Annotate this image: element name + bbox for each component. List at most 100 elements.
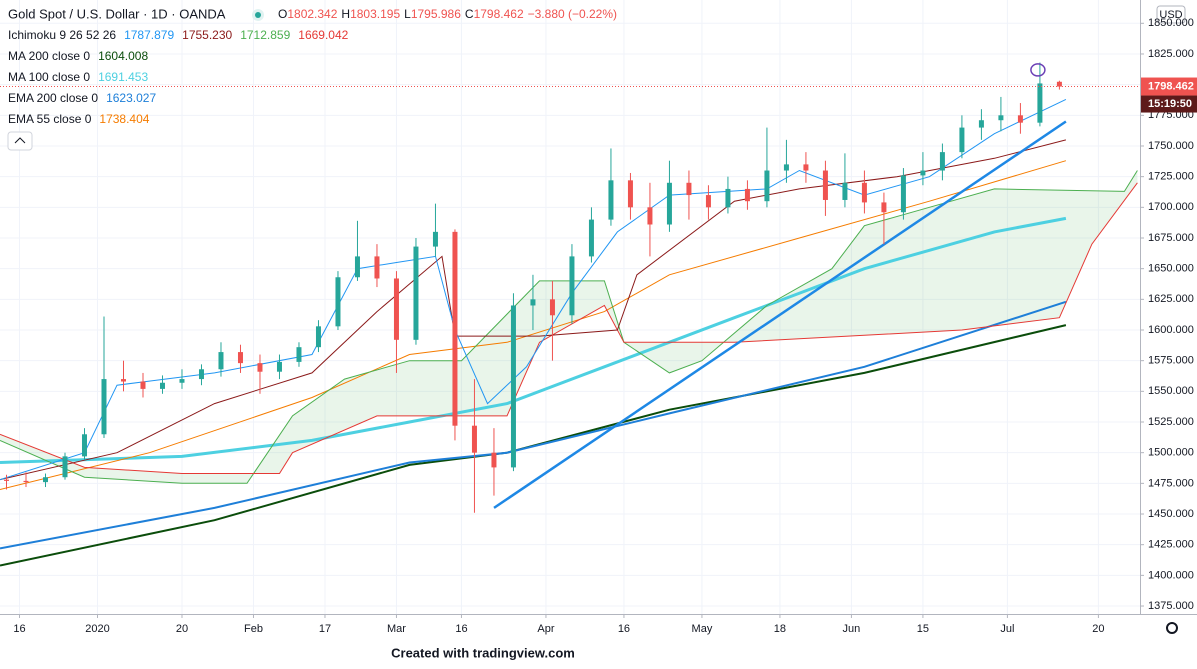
candle-body bbox=[647, 207, 653, 225]
candle-body bbox=[803, 164, 809, 171]
y-tick-label: 1700.000 bbox=[1148, 201, 1194, 213]
ohlc: O1802.342 H1803.195 L1795.986 C1798.462 −3.8… bbox=[278, 7, 617, 21]
candle-body bbox=[588, 219, 594, 257]
candle-body bbox=[3, 479, 9, 481]
candle-body bbox=[120, 379, 126, 382]
legend-value: 1669.042 bbox=[298, 28, 348, 42]
candle-body bbox=[42, 477, 48, 483]
candle-body bbox=[959, 127, 965, 153]
indicator-line bbox=[0, 300, 1067, 550]
last-price-label: 1798.462 bbox=[1148, 80, 1194, 92]
legend-value: 1691.453 bbox=[98, 70, 148, 84]
candle-body bbox=[471, 425, 477, 453]
candle-body bbox=[491, 452, 497, 468]
x-tick-label: May bbox=[692, 623, 713, 635]
trendline bbox=[493, 120, 1067, 509]
candle-body bbox=[413, 246, 419, 340]
candle-body bbox=[257, 363, 263, 372]
chart-title: Gold Spot / U.S. Dollar · 1D · OANDA bbox=[8, 6, 226, 21]
x-tick-label: Mar bbox=[387, 623, 406, 635]
indicator-line bbox=[0, 98, 1067, 481]
candle-body bbox=[510, 305, 516, 468]
y-tick-label: 1500.000 bbox=[1148, 447, 1194, 459]
y-tick-label: 1850.000 bbox=[1148, 17, 1194, 29]
settings-icon[interactable] bbox=[1166, 622, 1178, 634]
x-tick-label: Jun bbox=[843, 623, 861, 635]
legend-name: EMA 200 close 0 bbox=[8, 91, 98, 105]
status-dot bbox=[255, 12, 261, 18]
candle-body bbox=[354, 256, 360, 278]
x-tick-label: 20 bbox=[1092, 623, 1104, 635]
candle-body bbox=[764, 170, 770, 202]
legend-value: 1787.879 bbox=[124, 28, 174, 42]
candle-body bbox=[705, 195, 711, 208]
legend-toggle[interactable] bbox=[7, 131, 33, 151]
annotation-circle bbox=[1030, 63, 1046, 77]
candle-body bbox=[101, 379, 107, 435]
candle-body bbox=[686, 182, 692, 196]
currency-box[interactable] bbox=[1156, 5, 1186, 24]
candle-body bbox=[81, 434, 87, 457]
indicator-line bbox=[0, 170, 1138, 484]
candle-body bbox=[978, 120, 984, 128]
candle-body bbox=[608, 180, 614, 220]
legend-value: 1712.859 bbox=[240, 28, 290, 42]
candle-body bbox=[1037, 83, 1043, 123]
last-price-box bbox=[1141, 77, 1197, 96]
y-tick-label: 1375.000 bbox=[1148, 600, 1194, 612]
y-tick-label: 1575.000 bbox=[1148, 355, 1194, 367]
candle-body bbox=[452, 231, 458, 426]
y-tick-label: 1725.000 bbox=[1148, 171, 1194, 183]
candle-body bbox=[744, 188, 750, 202]
candle-body bbox=[939, 152, 945, 171]
ichimoku-cloud bbox=[0, 170, 1138, 484]
ohlc-value: 1795.986 bbox=[411, 7, 461, 21]
candle-body bbox=[920, 170, 926, 176]
candle-body bbox=[530, 299, 536, 306]
candle-body bbox=[159, 382, 165, 389]
legend-name: EMA 55 close 0 bbox=[8, 112, 92, 126]
ohlc-label: L bbox=[404, 7, 411, 21]
candle-body bbox=[549, 299, 555, 316]
y-tick-label: 1400.000 bbox=[1148, 569, 1194, 581]
candle-body bbox=[374, 256, 380, 279]
candle-body bbox=[335, 277, 341, 327]
candle-body bbox=[237, 352, 243, 364]
footer: Created with tradingview.com bbox=[391, 645, 575, 660]
ohlc-value: 1802.342 bbox=[287, 7, 337, 21]
candle-body bbox=[198, 369, 204, 380]
y-tick-label: 1550.000 bbox=[1148, 385, 1194, 397]
y-tick-label: 1475.000 bbox=[1148, 477, 1194, 489]
plot-area bbox=[0, 0, 1140, 614]
legend-value: 1755.230 bbox=[182, 28, 232, 42]
x-tick-label: 16 bbox=[13, 623, 25, 635]
candle-body bbox=[23, 480, 29, 483]
legend-value: 1623.027 bbox=[106, 91, 156, 105]
y-tick-label: 1650.000 bbox=[1148, 263, 1194, 275]
legend-value: 1604.008 bbox=[98, 49, 148, 63]
candle-body bbox=[140, 381, 146, 389]
candle-body bbox=[432, 231, 438, 247]
y-tick-label: 1525.000 bbox=[1148, 416, 1194, 428]
legend-value: 1738.404 bbox=[99, 112, 149, 126]
legend-row: EMA 55 close 0 1738.404 bbox=[8, 112, 150, 126]
y-tick-label: 1750.000 bbox=[1148, 140, 1194, 152]
candle-body bbox=[725, 188, 731, 208]
candle-body bbox=[861, 182, 867, 203]
candle-body bbox=[627, 180, 633, 208]
y-tick-label: 1600.000 bbox=[1148, 324, 1194, 336]
legend-row: MA 100 close 0 1691.453 bbox=[8, 70, 148, 84]
y-tick-label: 1425.000 bbox=[1148, 539, 1194, 551]
candle-body bbox=[569, 256, 575, 316]
candle-body bbox=[1056, 81, 1062, 87]
candle-body bbox=[315, 326, 321, 348]
candle-body bbox=[296, 347, 302, 362]
candle-body bbox=[783, 164, 789, 171]
candle-body bbox=[218, 352, 224, 370]
change: −3.880 (−0.22%) bbox=[528, 7, 617, 21]
x-tick-label: 20 bbox=[176, 623, 188, 635]
legend-toggle-icon bbox=[14, 137, 26, 144]
legend-name: MA 200 close 0 bbox=[8, 49, 90, 63]
